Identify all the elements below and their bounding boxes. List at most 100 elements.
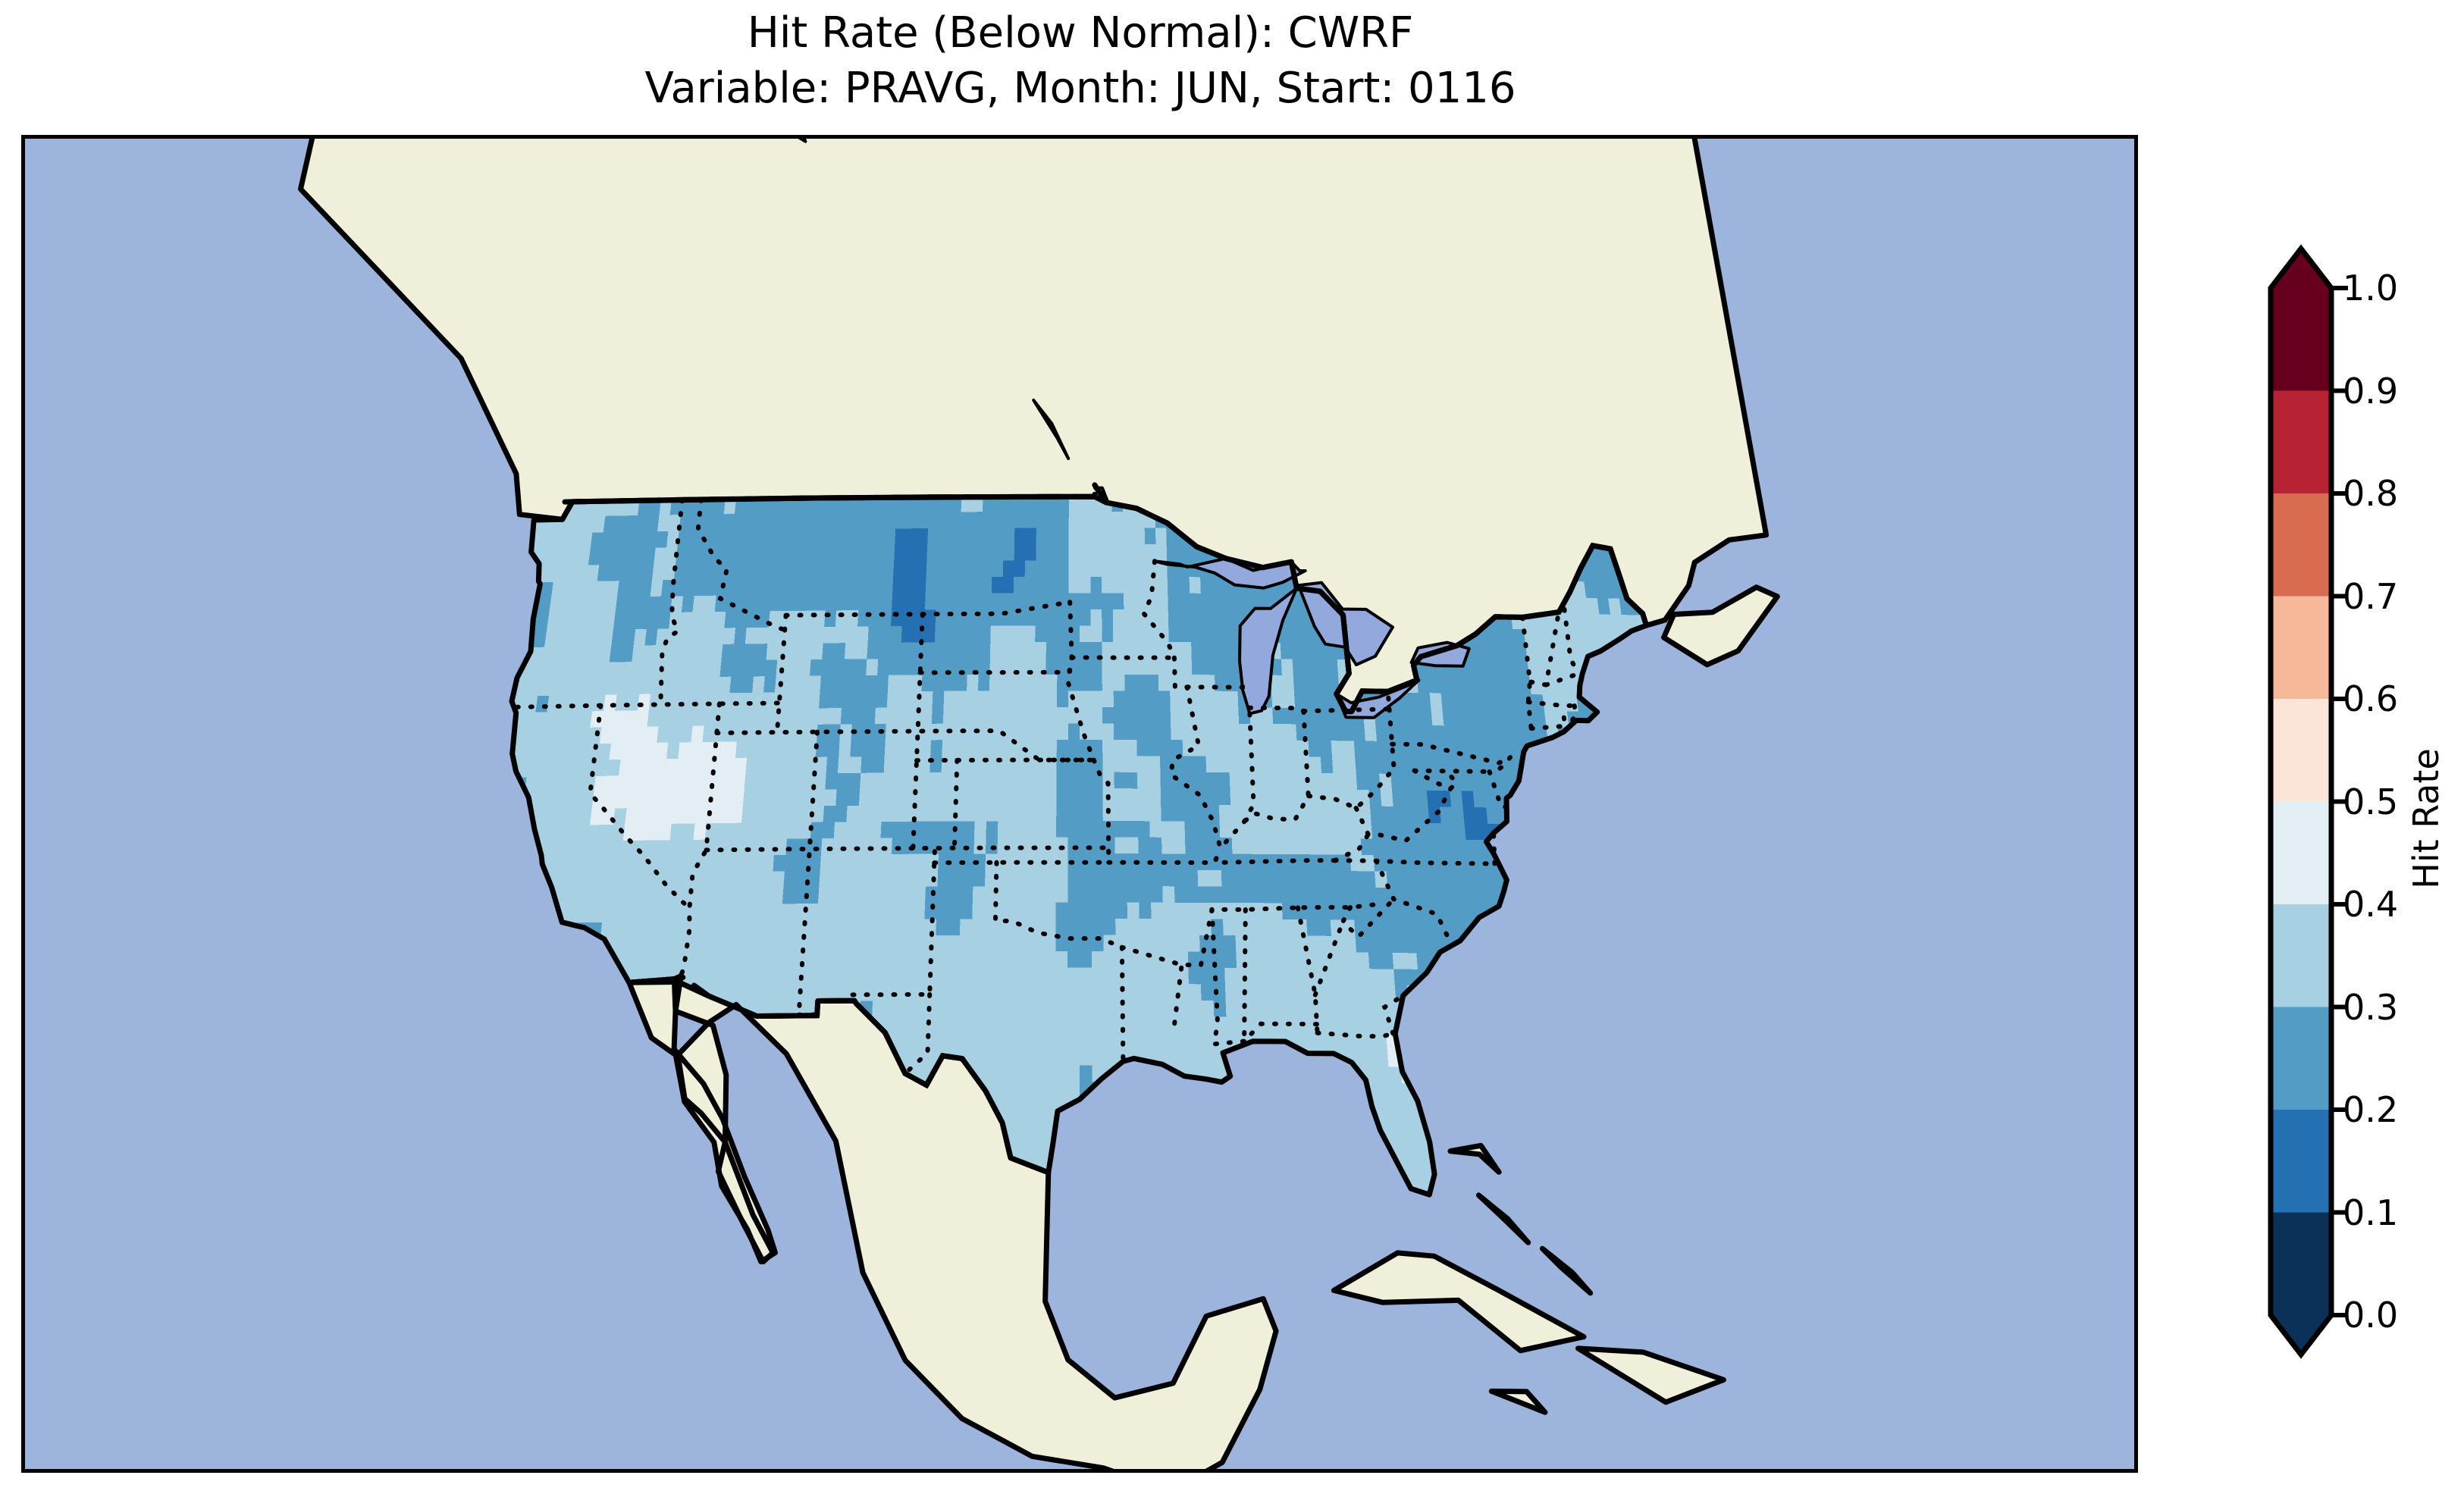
colorbar-tick-label: 1.0 <box>2343 268 2399 309</box>
hitrate-cell <box>1080 609 1091 626</box>
hitrate-cell <box>1080 528 1091 544</box>
hitrate-cell <box>661 580 674 597</box>
hitrate-cell <box>1322 789 1335 807</box>
colorbar-tick-label: 0.6 <box>2343 678 2399 719</box>
colorbar-tick-label: 0.3 <box>2343 986 2399 1028</box>
hitrate-cell <box>795 562 807 578</box>
hitrate-cell <box>748 871 761 888</box>
hitrate-cell <box>1045 691 1058 707</box>
hitrate-cell <box>923 919 936 935</box>
hitrate-cell <box>760 709 774 725</box>
hitrate-cell <box>885 512 897 529</box>
hitrate-cell <box>782 725 795 741</box>
hitrate-cell <box>792 594 804 611</box>
hitrate-cell <box>804 741 817 757</box>
hitrate-cell <box>1127 853 1139 870</box>
hitrate-cell <box>704 595 716 612</box>
hitrate-cell <box>733 904 747 921</box>
hitrate-cell <box>570 776 585 793</box>
hitrate-cell <box>1091 902 1104 919</box>
hitrate-cell <box>1271 935 1284 952</box>
hitrate-cell <box>1137 804 1150 822</box>
hitrate-cell <box>1610 614 1624 631</box>
state-border <box>1119 944 1126 1064</box>
hitrate-cell <box>980 1049 994 1066</box>
hitrate-cell <box>1189 577 1201 594</box>
hitrate-cell <box>1113 641 1125 659</box>
foreign-land-layer <box>300 139 1778 1469</box>
hitrate-cell <box>1387 888 1401 904</box>
hitrate-cell <box>914 577 926 594</box>
hitrate-cell <box>1466 839 1480 857</box>
hitrate-cell <box>1168 593 1180 610</box>
hitrate-cell <box>809 512 821 530</box>
hitrate-cell <box>1202 625 1214 643</box>
hitrate-cell <box>693 823 707 840</box>
hitrate-cell <box>939 821 951 838</box>
hitrate-cell <box>635 824 648 841</box>
hitrate-cell <box>740 822 754 840</box>
hitrate-cell <box>579 532 593 550</box>
hitrate-cell <box>787 822 800 839</box>
hitrate-cell <box>908 1001 922 1017</box>
hitrate-cell <box>1021 788 1033 805</box>
hitrate-cell <box>1042 984 1055 1001</box>
hitrate-cell <box>1422 741 1436 759</box>
hitrate-cell <box>833 643 846 659</box>
hitrate-cell <box>515 680 529 697</box>
hitrate-cell <box>864 919 877 936</box>
hitrate-cell <box>1291 642 1304 659</box>
hitrate-cell <box>590 532 603 549</box>
hitrate-cell <box>984 902 997 919</box>
hitrate-cell <box>1124 691 1136 707</box>
hitrate-cell <box>914 853 927 871</box>
hitrate-cell <box>776 806 789 823</box>
hitrate-cell <box>587 646 600 663</box>
hitrate-cell <box>1158 642 1170 659</box>
hitrate-cell <box>1043 951 1056 968</box>
hitrate-cell <box>676 872 691 889</box>
hitrate-cell <box>817 708 831 725</box>
hitrate-cell <box>1170 691 1182 707</box>
hitrate-cell <box>983 935 996 952</box>
hitrate-cell <box>1014 544 1026 561</box>
hitrate-cell <box>1482 661 1496 678</box>
hitrate-cell <box>699 888 713 905</box>
hitrate-cell <box>1486 694 1500 710</box>
hitrate-cell <box>943 691 956 708</box>
hitrate-cell <box>958 593 970 610</box>
hitrate-cell <box>1318 724 1331 741</box>
hitrate-cell <box>1171 723 1183 740</box>
nova-scotia <box>1663 587 1778 665</box>
hitrate-cell <box>1163 935 1176 952</box>
hitrate-cell <box>835 985 850 1001</box>
hitrate-cell <box>1161 869 1174 887</box>
hitrate-cell <box>1091 723 1103 740</box>
hitrate-cell <box>1451 807 1465 824</box>
hitrate-cell <box>1416 807 1430 823</box>
lake-shoreline <box>1238 587 1299 716</box>
hitrate-cell <box>785 546 798 562</box>
hitrate-cell <box>772 708 785 725</box>
hitrate-cell <box>1356 952 1370 969</box>
hitrate-cell <box>1036 528 1048 544</box>
hitrate-cell <box>561 760 575 777</box>
hitrate-cell <box>1161 821 1174 838</box>
state-border <box>1172 963 1184 1026</box>
hitrate-cell <box>737 855 751 872</box>
hitrate-cell <box>657 954 671 971</box>
hitrate-cell <box>926 544 939 561</box>
hitrate-cell <box>1207 805 1220 822</box>
hitrate-cell <box>888 919 901 936</box>
hitrate-cell <box>573 662 588 679</box>
hitrate-cell <box>1123 577 1135 594</box>
hitrate-cell <box>1306 919 1320 936</box>
hitrate-cell <box>1199 935 1212 952</box>
hitrate-cell <box>803 936 817 953</box>
hitrate-cell <box>1445 741 1459 759</box>
hitrate-cell <box>1364 725 1377 741</box>
hitrate-cell <box>1112 544 1124 561</box>
hitrate-cell <box>626 597 639 613</box>
hitrate-cell <box>1115 902 1127 919</box>
hitrate-cell <box>1091 772 1103 789</box>
